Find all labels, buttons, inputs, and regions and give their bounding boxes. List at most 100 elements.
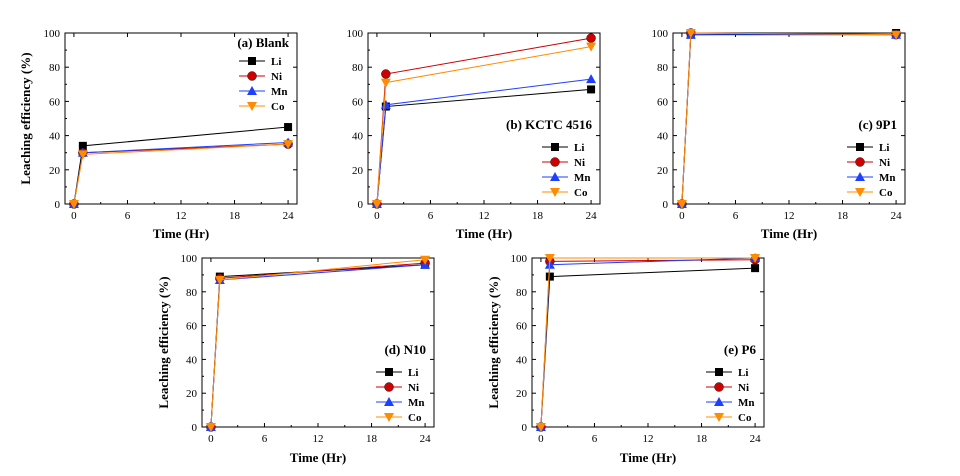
data-point-co: [371, 200, 382, 209]
chart-panel-4: 0 6 12 18 24 0 20 40 60 80 100 Time (Hr) Leaching ef…: [156, 253, 435, 465]
y-axis-title: Leaching efficiency (%): [18, 52, 33, 184]
x-tick-label: 0: [679, 210, 685, 222]
y-tick-label: 40: [49, 131, 61, 143]
y-tick-label: 80: [49, 62, 61, 74]
series-line-mn: [73, 141, 289, 205]
y-tick-label: 20: [657, 165, 669, 177]
legend: Li Ni Mn Co: [706, 367, 755, 424]
legend-marker-mn: [247, 86, 257, 95]
y-tick-label: 20: [516, 388, 528, 400]
legend-label-li: Li: [738, 367, 748, 379]
chart-panel-1: 0 6 12 18 24 0 20 40 60 80 100 Time (Hr) Leaching ef…: [18, 28, 298, 241]
y-tick-label: 60: [516, 321, 528, 333]
y-tick-label: 60: [657, 96, 669, 108]
data-point-co: [77, 150, 88, 160]
chart-panel-5: 0 6 12 18 24 0 20 40 60 80 100 Time (Hr) Leaching ef…: [486, 253, 765, 465]
data-point-ni: [381, 69, 391, 79]
legend-label-co: Co: [408, 412, 422, 424]
panel-title: (c) 9P1: [858, 117, 897, 132]
legend-label-co: Co: [879, 187, 893, 199]
y-tick-label: 60: [49, 96, 61, 108]
legend-label-li: Li: [271, 56, 281, 68]
legend: Li Ni Mn Co: [542, 142, 591, 199]
data-point-li: [545, 272, 554, 281]
legend: Li Ni Mn Co: [376, 367, 425, 424]
y-axis-title: Leaching efficiency (%): [486, 276, 501, 408]
data-point-li: [751, 264, 760, 273]
legend-marker-li: [715, 368, 723, 376]
x-tick-label: 6: [125, 210, 131, 222]
legend-marker-co: [384, 413, 394, 422]
legend-label-mn: Mn: [408, 397, 425, 409]
legend-marker-li: [385, 368, 393, 376]
x-tick-label: 12: [176, 210, 187, 222]
y-tick-label: 100: [652, 28, 669, 40]
y-tick-label: 40: [186, 354, 198, 366]
legend-label-co: Co: [574, 187, 588, 199]
x-tick-label: 6: [733, 210, 739, 222]
y-tick-label: 100: [44, 28, 61, 40]
panel-title: (b) KCTC 4516: [506, 117, 592, 132]
data-point-co: [205, 423, 216, 432]
data-point-co: [750, 254, 761, 263]
x-tick-label: 18: [837, 210, 849, 222]
legend-marker-li: [856, 143, 864, 151]
x-tick-label: 12: [643, 433, 654, 445]
data-point-co: [535, 423, 546, 432]
y-tick-label: 80: [186, 287, 198, 299]
legend-marker-ni: [714, 382, 724, 392]
legend-label-li: Li: [408, 367, 418, 379]
panel-title: (d) N10: [384, 342, 426, 357]
legend-marker-ni: [384, 382, 394, 392]
x-axis-title: Time (Hr): [456, 226, 512, 241]
data-point-co: [68, 200, 79, 209]
chart-panel-3: 0 6 12 18 24 0 20 40 60 80 100 Time (Hr) (c) 9P1 Li Ni…: [652, 28, 906, 241]
y-tick-label: 80: [352, 62, 364, 74]
x-tick-label: 18: [696, 433, 708, 445]
y-tick-label: 0: [522, 422, 528, 434]
legend-marker-mn: [384, 397, 394, 406]
data-point-co: [586, 42, 597, 52]
legend-marker-mn: [550, 172, 560, 181]
legend-label-ni: Ni: [408, 382, 419, 394]
panel-title: (a) Blank: [237, 35, 289, 50]
x-tick-label: 6: [592, 433, 598, 445]
legend-label-mn: Mn: [738, 397, 755, 409]
legend-marker-li: [551, 143, 559, 151]
legend-marker-ni: [247, 71, 257, 81]
legend: Li Ni Mn Co: [239, 56, 288, 113]
x-tick-label: 18: [366, 433, 378, 445]
legend-marker-li: [248, 57, 256, 65]
y-tick-label: 0: [358, 199, 364, 211]
y-tick-label: 20: [186, 388, 198, 400]
legend-label-li: Li: [574, 142, 584, 154]
x-axis-title: Time (Hr): [761, 226, 817, 241]
data-point-co: [891, 30, 902, 40]
y-tick-label: 100: [511, 253, 528, 265]
data-point-co: [685, 29, 696, 38]
data-point-mn: [586, 74, 597, 84]
x-tick-label: 24: [891, 210, 903, 222]
x-axis-title: Time (Hr): [290, 450, 346, 465]
legend-marker-co: [714, 413, 724, 422]
y-tick-label: 100: [347, 28, 364, 40]
x-tick-label: 24: [283, 210, 295, 222]
data-point-co: [420, 255, 431, 265]
legend-marker-mn: [714, 397, 724, 406]
x-tick-label: 0: [71, 210, 77, 222]
y-tick-label: 0: [55, 199, 61, 211]
x-tick-label: 0: [208, 433, 214, 445]
y-tick-label: 20: [49, 165, 61, 177]
x-axis-title: Time (Hr): [620, 450, 676, 465]
y-axis-title: Leaching efficiency (%): [156, 276, 171, 408]
legend-label-co: Co: [738, 412, 752, 424]
y-tick-label: 80: [657, 62, 669, 74]
legend-marker-co: [855, 188, 865, 197]
data-point-co: [676, 200, 687, 209]
legend-label-li: Li: [879, 142, 889, 154]
x-tick-label: 12: [784, 210, 795, 222]
x-tick-label: 6: [262, 433, 268, 445]
plot-frame: [64, 32, 298, 205]
